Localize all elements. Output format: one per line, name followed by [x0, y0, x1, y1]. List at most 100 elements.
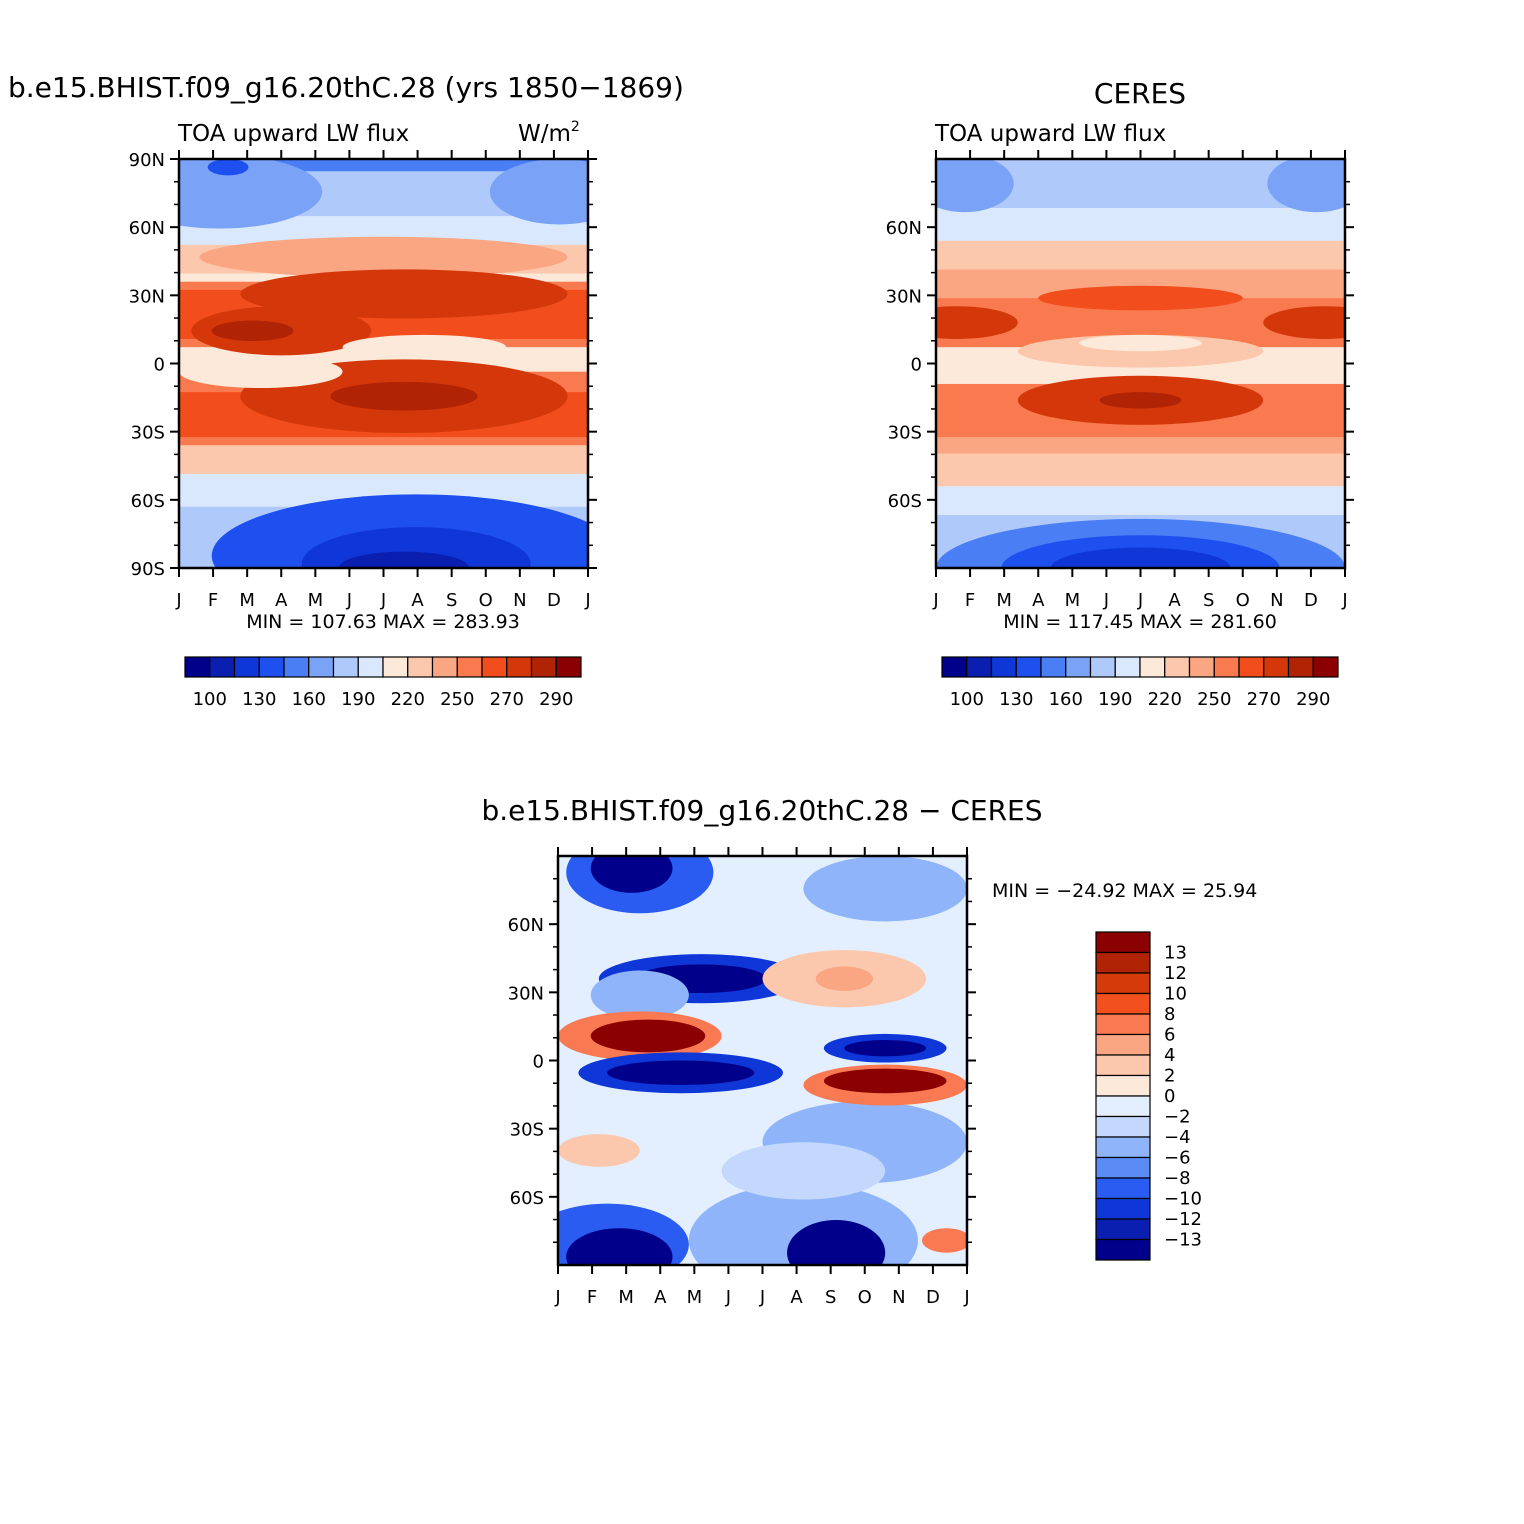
diff-contour-region: [721, 1142, 886, 1200]
model-stats: MIN = 107.63 MAX = 283.93: [246, 611, 520, 633]
diff-title: b.e15.BHIST.f09_g16.20thC.28 − CERES: [481, 794, 1042, 827]
model-contour-region: [207, 159, 249, 176]
model-colorbar-box: [357, 656, 384, 678]
diff-colorbar-label: −8: [1164, 1168, 1191, 1189]
diff-x-tick-label: M: [687, 1287, 703, 1308]
obs-contour-region: [936, 453, 1345, 487]
obs-x-tick-label: A: [1168, 590, 1181, 611]
obs-contour-region: [1038, 285, 1243, 311]
diff-contour-region: [607, 1060, 755, 1086]
diff-x-tick-label: O: [858, 1287, 872, 1308]
diff-colorbar-label: 0: [1164, 1086, 1175, 1107]
obs-colorbar-label: 220: [1148, 689, 1182, 710]
obs-x-tick-label: O: [1236, 590, 1250, 611]
diff-colorbar-box: [1095, 1218, 1151, 1241]
obs-x-tick-label: A: [1032, 590, 1045, 611]
obs-stats: MIN = 117.45 MAX = 281.60: [1003, 611, 1277, 633]
model-x-tick-label: F: [208, 590, 218, 611]
obs-colorbar-box: [966, 656, 993, 678]
model-colorbar-box: [530, 656, 557, 678]
obs-contour-region: [936, 486, 1345, 515]
diff-x-tick-label: J: [759, 1287, 765, 1308]
diff-colorbar-label: −2: [1164, 1107, 1191, 1128]
obs-left-label: TOA upward LW flux: [934, 121, 1166, 147]
obs-contour-region: [936, 306, 1018, 339]
obs-colorbar-label: 250: [1197, 689, 1231, 710]
obs-colorbar-box: [1312, 656, 1339, 678]
obs-colorbar-box: [1238, 656, 1265, 678]
model-panel: b.e15.BHIST.f09_g16.20thC.28 (yrs 1850−1…: [8, 71, 684, 710]
obs-contour-region: [936, 159, 1014, 213]
obs-colorbar-label: 100: [950, 689, 984, 710]
model-x-tick-label: J: [380, 590, 386, 611]
obs-colorbar-box: [941, 656, 968, 678]
diff-colorbar-box: [1095, 931, 1151, 954]
model-colorbar-box: [233, 656, 260, 678]
diff-colorbar-label: 8: [1164, 1004, 1175, 1025]
model-colorbar-box: [283, 656, 310, 678]
obs-x-tick-label: M: [996, 590, 1012, 611]
model-colorbar-box: [407, 656, 434, 678]
model-contour-region: [199, 236, 568, 278]
obs-x-tick-label: F: [965, 590, 975, 611]
diff-colorbar-box: [1095, 1115, 1151, 1138]
obs-colorbar-label: 190: [1098, 689, 1132, 710]
diff-x-tick-label: A: [790, 1287, 803, 1308]
model-colorbar-label: 220: [391, 689, 425, 710]
model-contour-region: [489, 159, 588, 225]
model-colorbar-label: 290: [539, 689, 573, 710]
obs-x-tick-label: N: [1270, 590, 1283, 611]
obs-y-tick-label: 60N: [886, 218, 922, 239]
model-y-tick-label: 90N: [129, 150, 165, 171]
diff-x-tick-label: F: [587, 1287, 597, 1308]
model-contour-region: [179, 355, 343, 389]
model-contour-region: [179, 159, 323, 229]
model-contour-region: [240, 269, 568, 319]
obs-colorbar-box: [990, 656, 1017, 678]
model-y-tick-label: 60S: [131, 491, 165, 512]
obs-colorbar-box: [1213, 656, 1240, 678]
model-colorbar-box: [382, 656, 409, 678]
model-x-tick-label: M: [239, 590, 255, 611]
model-x-tick-label: N: [513, 590, 526, 611]
model-colorbar-label: 270: [490, 689, 524, 710]
model-colorbar-box: [481, 656, 508, 678]
obs-contour-region: [1050, 547, 1231, 568]
model-colorbar: 100 130 160 190 220 250 270 290: [184, 656, 582, 710]
model-y-tick-label: 30S: [131, 423, 165, 444]
model-x-tick-label: A: [275, 590, 288, 611]
model-colorbar-label: 190: [341, 689, 375, 710]
obs-x-tick-label: J: [1103, 590, 1109, 611]
diff-colorbar-label: −13: [1164, 1230, 1202, 1251]
model-left-label: TOA upward LW flux: [177, 121, 409, 147]
model-colorbar-box: [431, 656, 458, 678]
diff-colorbar-box: [1095, 1095, 1151, 1118]
model-colorbar-label: 160: [292, 689, 326, 710]
obs-contour-region: [936, 240, 1345, 270]
diff-contour-region: [823, 1068, 947, 1094]
diff-colorbar-box: [1095, 1013, 1151, 1036]
diff-colorbar-box: [1095, 992, 1151, 1015]
model-colorbar-box: [308, 656, 335, 678]
model-colorbar-label: 100: [193, 689, 227, 710]
obs-colorbar-box: [1188, 656, 1215, 678]
diff-y-tick-label: 0: [533, 1052, 544, 1073]
model-colorbar-box: [209, 656, 236, 678]
diff-panel: b.e15.BHIST.f09_g16.20thC.28 − CERES J F M…: [481, 794, 1257, 1308]
diff-stats: MIN = −24.92 MAX = 25.94: [992, 880, 1257, 902]
diff-x-tick-label: J: [725, 1287, 731, 1308]
model-colorbar-box: [555, 656, 582, 678]
obs-panel: CERES TOA upward LW flux J F M A M J J A S O N D J60…: [886, 77, 1354, 710]
model-colorbar-label: 130: [242, 689, 276, 710]
diff-colorbar-label: −12: [1164, 1209, 1202, 1230]
model-units: W/m2: [518, 119, 580, 147]
obs-y-tick-label: 30N: [886, 286, 922, 307]
diff-x-tick-label: A: [654, 1287, 667, 1308]
obs-colorbar-box: [1164, 656, 1191, 678]
model-y-tick-label: 90S: [131, 559, 165, 580]
obs-colorbar-box: [1263, 656, 1290, 678]
diff-colorbar-label: 12: [1164, 963, 1187, 984]
diff-y-tick-label: 60S: [510, 1188, 544, 1209]
diff-colorbar-box: [1095, 1156, 1151, 1179]
